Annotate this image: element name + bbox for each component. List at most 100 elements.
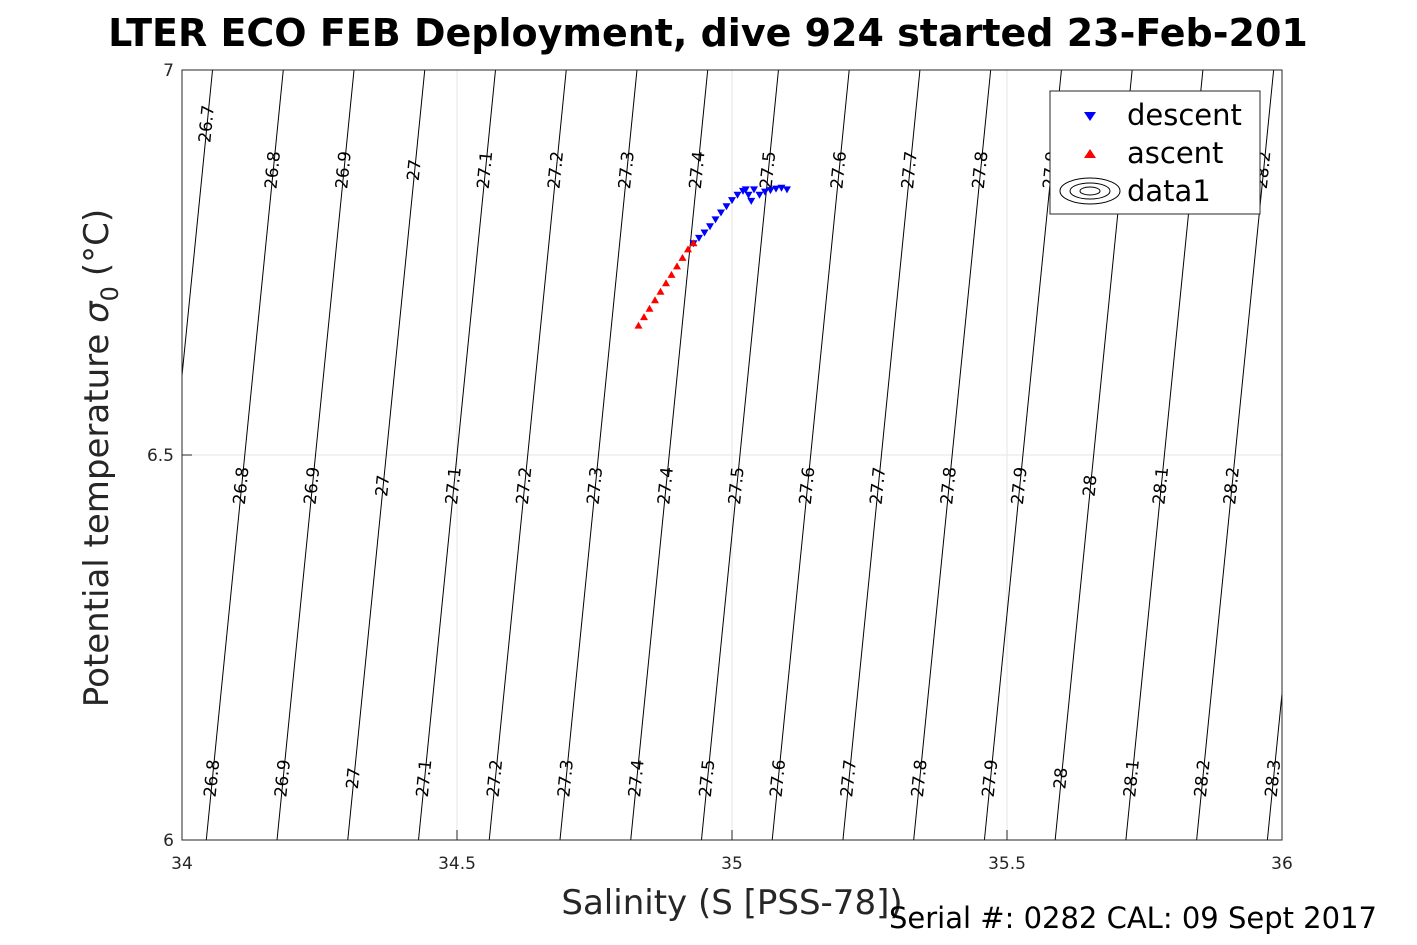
x-tick-label: 35 xyxy=(721,854,743,874)
isopycnal-label: 28 xyxy=(1080,474,1102,498)
isopycnal-label: 27.6 xyxy=(767,759,791,799)
isopycnal-line xyxy=(700,70,779,840)
y-axis-label-subscript: 0 xyxy=(96,286,124,301)
descent-point xyxy=(772,185,780,193)
isopycnal-label: 27.9 xyxy=(979,759,1003,799)
ascent-point xyxy=(684,245,692,253)
descent-point xyxy=(728,197,736,205)
isopycnal-label: 27.5 xyxy=(725,466,749,506)
isopycnal-label: 27.8 xyxy=(908,759,932,799)
legend-ascent-label: ascent xyxy=(1127,136,1223,170)
legend-descent-label: descent xyxy=(1127,98,1242,132)
x-tick-label: 36 xyxy=(1271,854,1293,874)
ascent-point xyxy=(651,296,659,304)
descent-point xyxy=(700,229,709,237)
isopycnal-label: 27.2 xyxy=(484,759,508,799)
series-ascent xyxy=(634,239,698,329)
descent-point xyxy=(717,209,725,217)
isopycnal-label: 28.3 xyxy=(1262,759,1286,799)
descent-point xyxy=(695,234,703,242)
legend-descent-marker xyxy=(1084,112,1096,121)
isopycnal-label: 26.8 xyxy=(261,150,285,190)
legend-data1-label: data1 xyxy=(1127,174,1211,208)
serial-cal-footer: Serial #: 0282 CAL: 09 Sept 2017 xyxy=(889,901,1377,935)
isopycnal-label: 27.7 xyxy=(898,150,922,190)
descent-point xyxy=(783,186,791,194)
isopycnal-label: 27.2 xyxy=(513,466,537,506)
isopycnal-line xyxy=(418,70,496,840)
isopycnal-line xyxy=(205,70,284,840)
x-tick-label: 34.5 xyxy=(438,854,476,874)
isopycnal-label: 27 xyxy=(404,158,426,182)
isopycnal-line xyxy=(771,70,850,840)
isopycnal-label: 28.1 xyxy=(1149,466,1173,506)
descent-point xyxy=(722,203,731,211)
ascent-point xyxy=(667,270,676,278)
descent-point xyxy=(755,191,764,199)
density-contour-labels: 26.7 26.8 26.9 27 27.1 27.2 27.3 27.4 27.5 27.6 27… xyxy=(195,104,1285,798)
svg-text:Potential temperature σ0(°C): Potential temperature σ0 (°C) xyxy=(77,209,124,707)
ascent-point xyxy=(656,287,665,295)
isopycnal-label: 26.7 xyxy=(195,104,219,144)
isopycnal-label: 27.3 xyxy=(554,759,578,799)
descent-point xyxy=(706,223,714,231)
x-tick-label: 35.5 xyxy=(988,854,1026,874)
data-series xyxy=(634,184,791,329)
isopycnal-label: 27.6 xyxy=(796,466,820,506)
descent-point xyxy=(766,187,775,195)
isopycnal-label: 27.3 xyxy=(584,466,608,506)
x-axis-label: Salinity (S [PSS-78]) xyxy=(561,883,902,923)
descent-point xyxy=(711,216,720,224)
ascent-point xyxy=(678,253,687,261)
ascent-point xyxy=(689,239,698,247)
isopycnal-label: 26.9 xyxy=(332,150,356,190)
y-axis-label-unit: (°C) xyxy=(77,209,117,276)
isopycnal-line xyxy=(842,70,921,840)
isopycnal-label: 27.1 xyxy=(474,150,498,190)
isopycnal-label: 28.2 xyxy=(1220,466,1244,506)
legend: descent ascent data1 xyxy=(1049,90,1261,215)
isopycnal-label: 28.2 xyxy=(1191,759,1215,799)
ascent-point xyxy=(640,313,648,321)
isopycnal-label: 27.5 xyxy=(757,150,781,190)
isopycnal-label: 27.4 xyxy=(625,759,649,799)
isopycnal-label: 26.9 xyxy=(271,759,295,799)
y-axis-label: Potential temperature σ0 (°C) xyxy=(77,209,124,707)
isopycnal-label: 27 xyxy=(372,474,394,498)
axis-ticks: 34 34.5 35 35.5 36 6 6.5 7 xyxy=(147,61,1293,874)
legend-ascent-marker xyxy=(1084,149,1096,158)
chart-title: LTER ECO FEB Deployment, dive 924 starte… xyxy=(108,11,1308,55)
isopycnal-label: 28.1 xyxy=(1120,759,1144,799)
descent-point xyxy=(744,191,753,199)
isopycnal-label: 27.7 xyxy=(837,759,861,799)
isopycnal-label: 26.9 xyxy=(301,466,325,506)
isopycnal-line xyxy=(1266,688,1282,840)
descent-point xyxy=(750,186,758,194)
isopycnal-line xyxy=(630,70,709,840)
density-contours xyxy=(182,70,1282,840)
ascent-point xyxy=(634,321,643,329)
isopycnal-label: 27.8 xyxy=(969,150,993,190)
legend-data1-marker xyxy=(1059,177,1121,205)
isopycnal-label: 27.1 xyxy=(442,466,466,506)
legend-box xyxy=(1049,90,1261,215)
isopycnal-label: 27.5 xyxy=(696,759,720,799)
isopycnal-line xyxy=(347,70,426,840)
isopycnal-line xyxy=(913,70,992,840)
isopycnal-line xyxy=(1196,70,1275,840)
isopycnal-label: 26.8 xyxy=(201,759,225,799)
y-tick-label: 6.5 xyxy=(147,446,174,466)
y-axis-label-text: Potential temperature xyxy=(77,334,117,707)
isopycnal-label: 27.8 xyxy=(937,466,961,506)
ascent-point xyxy=(645,304,654,312)
isopycnal-label: 26.8 xyxy=(230,466,254,506)
isopycnal-label: 27.9 xyxy=(1008,466,1032,506)
isopycnal-label: 27.7 xyxy=(867,466,891,506)
y-axis-label-symbol: σ xyxy=(77,300,117,323)
isopycnal-line xyxy=(276,70,355,840)
descent-point xyxy=(761,188,769,196)
isopycnal-line xyxy=(182,70,214,381)
isopycnal-label: 27.4 xyxy=(654,466,678,506)
series-descent xyxy=(689,184,791,248)
y-tick-label: 6 xyxy=(163,831,174,851)
